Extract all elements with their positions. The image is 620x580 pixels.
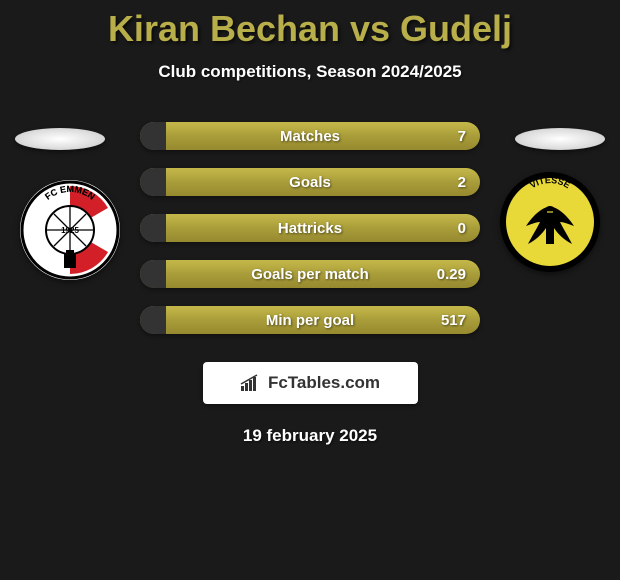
stats-container: Matches 7 Goals 2 Hattricks 0 Goals per … — [140, 122, 480, 334]
stat-cap — [140, 306, 166, 334]
stat-value: 0.29 — [437, 266, 466, 283]
stat-value: 2 — [458, 174, 466, 191]
oval-decor-left — [15, 128, 105, 150]
stat-row-matches: Matches 7 — [140, 122, 480, 150]
stat-label: Min per goal — [266, 312, 354, 329]
subtitle: Club competitions, Season 2024/2025 — [0, 62, 620, 82]
stat-label: Goals per match — [251, 266, 369, 283]
stat-label: Hattricks — [278, 220, 342, 237]
club-badge-left: 1925 FC EMMEN FC EMMEN — [20, 180, 120, 280]
site-attribution: FcTables.com — [203, 362, 418, 404]
stat-cap — [140, 214, 166, 242]
stat-row-mpg: Min per goal 517 — [140, 306, 480, 334]
stat-cap — [140, 122, 166, 150]
stat-row-gpm: Goals per match 0.29 — [140, 260, 480, 288]
date-label: 19 february 2025 — [0, 426, 620, 446]
page-title: Kiran Bechan vs Gudelj — [0, 0, 620, 50]
stat-value: 0 — [458, 220, 466, 237]
stat-cap — [140, 168, 166, 196]
oval-decor-right — [515, 128, 605, 150]
emmen-year: 1925 — [61, 226, 79, 235]
stat-label: Matches — [280, 128, 340, 145]
site-label: FcTables.com — [268, 373, 380, 393]
stat-row-hattricks: Hattricks 0 — [140, 214, 480, 242]
stat-value: 7 — [458, 128, 466, 145]
stat-row-goals: Goals 2 — [140, 168, 480, 196]
vitesse-crest-icon: VITESSE — [506, 178, 594, 266]
stat-cap — [140, 260, 166, 288]
club-badge-right: VITESSE — [500, 172, 600, 272]
stat-value: 517 — [441, 312, 466, 329]
vitesse-name: VITESSE — [528, 178, 572, 190]
chart-bars-icon — [240, 374, 262, 392]
emmen-crest-icon: 1925 FC EMMEN FC EMMEN — [20, 180, 120, 280]
stat-label: Goals — [289, 174, 331, 191]
